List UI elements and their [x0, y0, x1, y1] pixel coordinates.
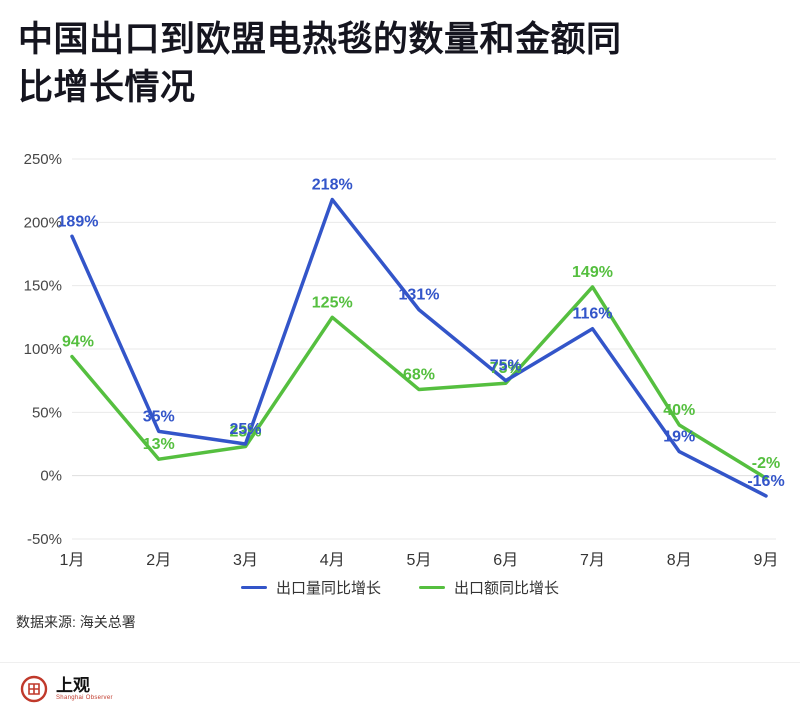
logo-text: 上观 Shanghai Observer	[56, 675, 113, 702]
x-tick-label: 6月	[493, 552, 518, 569]
data-label: 94%	[62, 333, 94, 350]
logo-name: 上观	[56, 675, 90, 695]
chart-area: 250% 200% 150% 100% 50% 0% -50% 1月 2月 3月 4月 5月 6月 7月 8…	[0, 135, 800, 573]
logo-subtitle: Shanghai Observer	[56, 695, 113, 702]
data-label: -2%	[752, 455, 780, 472]
data-label: 40%	[663, 402, 695, 419]
footer: 上观 Shanghai Observer	[0, 662, 800, 715]
data-label: 149%	[572, 264, 613, 281]
growth-line-chart: 250% 200% 150% 100% 50% 0% -50% 1月 2月 3月 4月 5月 6月 7月 8…	[24, 151, 785, 569]
legend-swatch-amount	[419, 585, 445, 589]
data-label: 116%	[572, 305, 612, 322]
data-label: 13%	[143, 436, 175, 453]
x-tick-label: 7月	[580, 552, 605, 569]
data-label: 75%	[490, 357, 522, 374]
x-tick-label: 3月	[233, 552, 258, 569]
data-label: 23%	[229, 423, 261, 440]
page-title: 中国出口到欧盟电热毯的数量和金额同比增长情况	[18, 20, 622, 108]
x-tick-label: 1月	[60, 552, 85, 569]
data-label: 35%	[143, 408, 175, 425]
series-line-1	[70, 284, 768, 480]
legend-label-amount: 出口额同比增长	[454, 579, 560, 597]
legend-swatch-quantity	[240, 585, 267, 589]
y-tick-label: 100%	[24, 341, 62, 358]
x-tick-label: 5月	[407, 552, 432, 569]
legend: 出口量同比增长 出口额同比增长	[0, 577, 800, 598]
x-tick-label: 2月	[146, 552, 171, 569]
legend-item-export-amount: 出口额同比增长	[419, 577, 559, 598]
data-source: 数据来源: 海关总署	[16, 613, 136, 630]
y-tick-label: 200%	[24, 214, 62, 231]
y-tick-label: 0%	[40, 467, 62, 484]
data-label: 25%	[229, 421, 261, 438]
data-label: 131%	[399, 286, 440, 303]
data-label: 218%	[312, 176, 353, 193]
data-label: 19%	[663, 428, 695, 445]
x-tick-label: 9月	[754, 552, 779, 569]
data-label: 125%	[312, 294, 353, 311]
seal-icon	[20, 675, 48, 703]
data-label: 68%	[403, 366, 435, 383]
data-label: 189%	[58, 213, 99, 230]
x-tick-label: 4月	[320, 552, 345, 569]
shanghai-observer-logo: 上观 Shanghai Observer	[20, 675, 113, 703]
x-tick-label: 8月	[667, 552, 692, 569]
legend-label-quantity: 出口量同比增长	[275, 579, 381, 597]
y-tick-label: 250%	[24, 151, 62, 168]
y-tick-label: 50%	[32, 404, 62, 421]
y-tick-label: 150%	[24, 277, 62, 294]
data-label: -16%	[747, 473, 784, 490]
legend-item-export-quantity: 出口量同比增长	[240, 577, 381, 598]
data-label: 73%	[490, 360, 522, 377]
y-tick-label: -50%	[27, 531, 62, 548]
series-line-0	[70, 197, 768, 498]
